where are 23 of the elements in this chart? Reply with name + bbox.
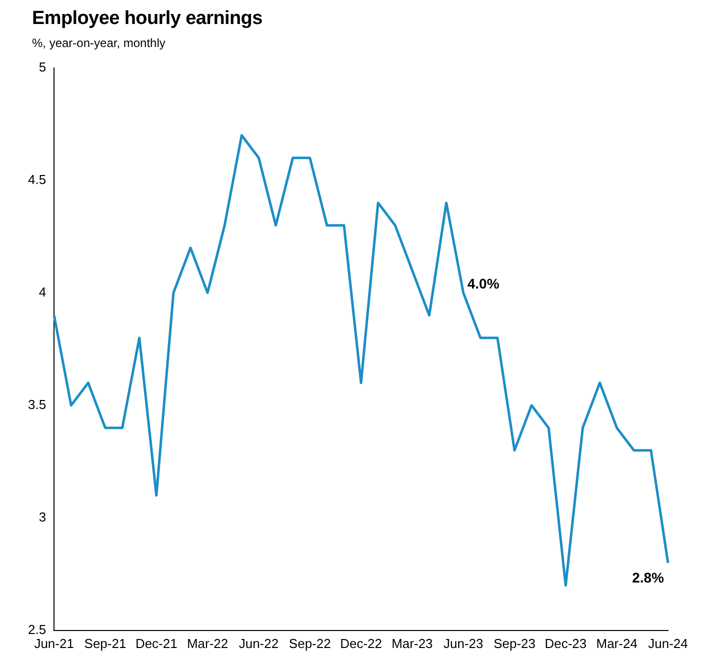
annotation: 4.0% — [467, 276, 500, 292]
chart-subtitle: %, year-on-year, monthly — [32, 36, 166, 50]
x-tick-label: Mar-23 — [392, 636, 433, 651]
x-tick-label: Jun-23 — [443, 636, 484, 651]
x-tick-label: Dec-21 — [135, 636, 178, 651]
x-tick-label: Mar-24 — [596, 636, 638, 651]
annotation: 2.8% — [632, 570, 665, 586]
chart-title: Employee hourly earnings — [32, 8, 262, 30]
x-tick-label: Dec-23 — [544, 636, 587, 651]
x-tick-label: Sep-23 — [494, 636, 536, 651]
y-tick-label: 3.5 — [28, 396, 46, 412]
x-tick-label: Dec-22 — [340, 636, 382, 651]
y-tick-label: 5 — [38, 59, 46, 74]
x-tick-label: Jun-21 — [34, 636, 74, 651]
y-tick-label: 3 — [38, 509, 46, 524]
y-tick-label: 2.5 — [28, 622, 46, 637]
x-tick-label: Sep-21 — [84, 636, 126, 651]
x-tick-label: Sep-22 — [288, 636, 331, 651]
x-tick-label: Jun-24 — [648, 636, 688, 651]
y-tick-label: 4.5 — [28, 172, 46, 187]
x-tick-label: Mar-22 — [186, 636, 228, 651]
x-tick-label: Jun-22 — [238, 636, 279, 651]
y-tick-label: 4 — [38, 284, 46, 300]
